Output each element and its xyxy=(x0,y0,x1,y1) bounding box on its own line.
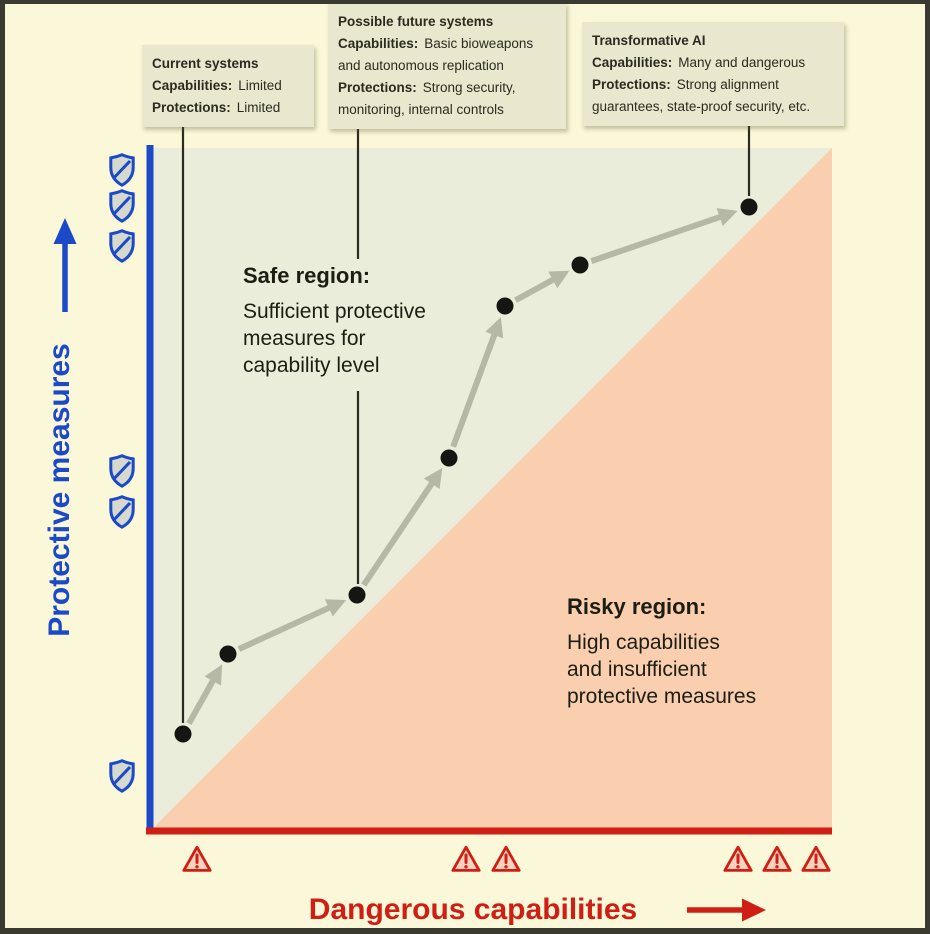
shield-icon xyxy=(109,759,135,793)
data-point xyxy=(348,586,366,604)
callout-possible-future-systems: Possible future systems Capabilities: Bas… xyxy=(328,3,566,129)
warning-icon xyxy=(762,845,792,872)
field-value: Strong alignment guarantees, state-proof… xyxy=(592,77,811,114)
field-value: Limited xyxy=(236,100,281,115)
safe-region-description: Sufficient protective measures for capab… xyxy=(243,300,426,377)
callout-field: Capabilities: Many and dangerous xyxy=(592,52,834,74)
callout-field: Protections: Limited xyxy=(152,97,304,119)
field-value: Many and dangerous xyxy=(678,55,806,70)
shield-icon xyxy=(109,189,135,223)
x-axis-label: Dangerous capabilities xyxy=(308,893,638,926)
risky-region-fill xyxy=(153,148,832,828)
trend-arrow-shaft xyxy=(186,677,217,726)
y-axis-arrowhead xyxy=(53,218,77,244)
trend-arrowhead xyxy=(548,270,570,289)
callout-field: Protections: Strong security, monitoring,… xyxy=(338,77,556,121)
callout-current-systems: Current systems Capabilities: Limited Pro… xyxy=(142,45,314,127)
callout-field: Protections: Strong alignment guarantees,… xyxy=(592,74,834,118)
trend-arrowhead xyxy=(204,664,223,686)
shield-icon xyxy=(109,229,135,263)
risky-region-label: Risky region: High capabilities and insu… xyxy=(567,594,756,710)
risky-region-description: High capabilities and insufficient prote… xyxy=(567,631,757,708)
data-point xyxy=(440,449,458,467)
warning-icon xyxy=(801,845,831,872)
field-value: Basic bioweapons and autonomous replicat… xyxy=(338,36,534,73)
field-value: Limited xyxy=(238,78,282,93)
trend-arrow-shaft xyxy=(237,604,332,652)
warning-icon xyxy=(182,845,212,872)
shield-icon xyxy=(109,495,135,529)
x-axis-arrowhead xyxy=(742,898,766,922)
trend-arrow-shaft xyxy=(514,276,556,303)
callout-field: Capabilities: Basic bioweapons and autono… xyxy=(338,33,556,77)
risky-region-title: Risky region: xyxy=(567,594,707,619)
warning-icon xyxy=(451,845,481,872)
y-axis-label: Protective measures xyxy=(43,343,76,637)
trend-arrowhead xyxy=(324,599,347,617)
data-point xyxy=(496,297,514,315)
callout-title: Current systems xyxy=(152,56,259,71)
data-point xyxy=(174,725,192,743)
callout-field: Capabilities: Limited xyxy=(152,75,304,97)
warning-icon xyxy=(723,845,753,872)
data-point xyxy=(571,256,589,274)
callout-title: Transformative AI xyxy=(592,33,706,48)
data-point xyxy=(219,645,237,663)
safe-region-label: Safe region: Sufficient protective measu… xyxy=(243,263,426,379)
field-label: Protections: xyxy=(152,100,231,115)
callout-title: Possible future systems xyxy=(338,14,494,29)
trend-arrow-shaft xyxy=(590,213,723,264)
field-label: Protections: xyxy=(338,80,417,95)
field-label: Capabilities: xyxy=(152,78,233,93)
safe-region-title: Safe region: xyxy=(243,263,371,288)
shield-icon xyxy=(109,454,135,488)
trend-arrowhead xyxy=(423,467,443,490)
field-label: Capabilities: xyxy=(338,36,419,51)
trend-arrowhead xyxy=(716,208,738,227)
trend-arrow-shaft xyxy=(450,332,498,448)
trend-arrow-shaft xyxy=(361,480,436,587)
data-point xyxy=(740,198,758,216)
callout-transformative-ai: Transformative AI Capabilities: Many and … xyxy=(582,22,844,126)
field-label: Capabilities: xyxy=(592,55,673,70)
warning-icon xyxy=(491,845,521,872)
field-value: Strong security, monitoring, internal co… xyxy=(338,80,516,117)
trend-arrowhead xyxy=(485,317,504,339)
field-label: Protections: xyxy=(592,77,671,92)
shield-icon xyxy=(109,153,135,187)
